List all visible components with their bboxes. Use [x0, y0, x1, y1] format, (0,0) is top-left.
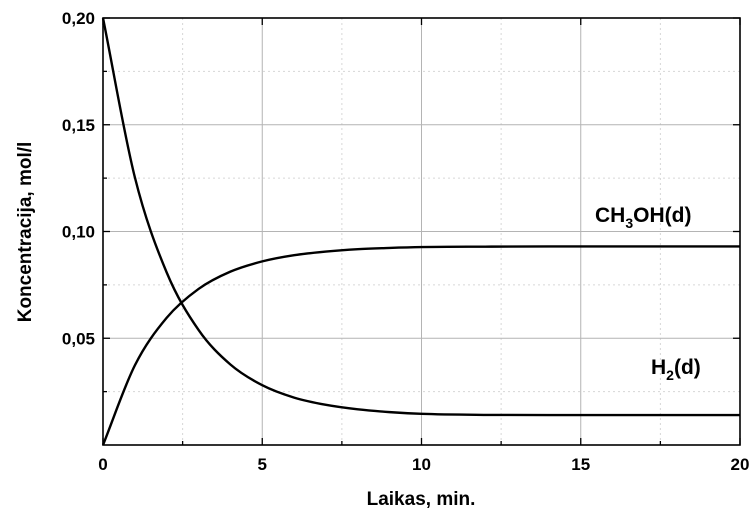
series-label-h2-sub: 2 [666, 367, 674, 383]
x-tick-label: 0 [98, 455, 107, 474]
y-tick-label: 0,15 [62, 116, 95, 135]
x-axis-title: Laikas, min. [367, 489, 476, 510]
axis-ticks [102, 17, 741, 445]
series-label-h2-rest: (d) [674, 356, 701, 379]
series-label-h2-main: H [651, 356, 666, 379]
series-line-h2 [101, 17, 740, 417]
grid [103, 18, 740, 445]
y-tick-label: 0,05 [62, 329, 95, 348]
series-label-ch3oh-rest: OH(d) [633, 204, 691, 227]
y-axis-title: Koncentracija, mol/l [15, 142, 36, 323]
series-line-ch3oh [101, 245, 740, 446]
series-label-ch3oh-main: CH [595, 204, 625, 227]
x-tick-label: 10 [412, 455, 431, 474]
x-tick-label: 5 [258, 455, 267, 474]
y-tick-label: 0,10 [62, 223, 95, 242]
tick-labels: 0 5 10 15 20 0,05 0,10 0,15 0,20 [62, 9, 750, 474]
y-tick-label: 0,20 [62, 9, 95, 28]
series-label-ch3oh: CH3OH(d) [595, 204, 691, 231]
curves [101, 17, 740, 446]
x-tick-label: 20 [731, 455, 750, 474]
series-label-h2: H2(d) [651, 356, 701, 383]
series-label-ch3oh-sub: 3 [625, 215, 633, 231]
x-tick-label: 15 [571, 455, 590, 474]
